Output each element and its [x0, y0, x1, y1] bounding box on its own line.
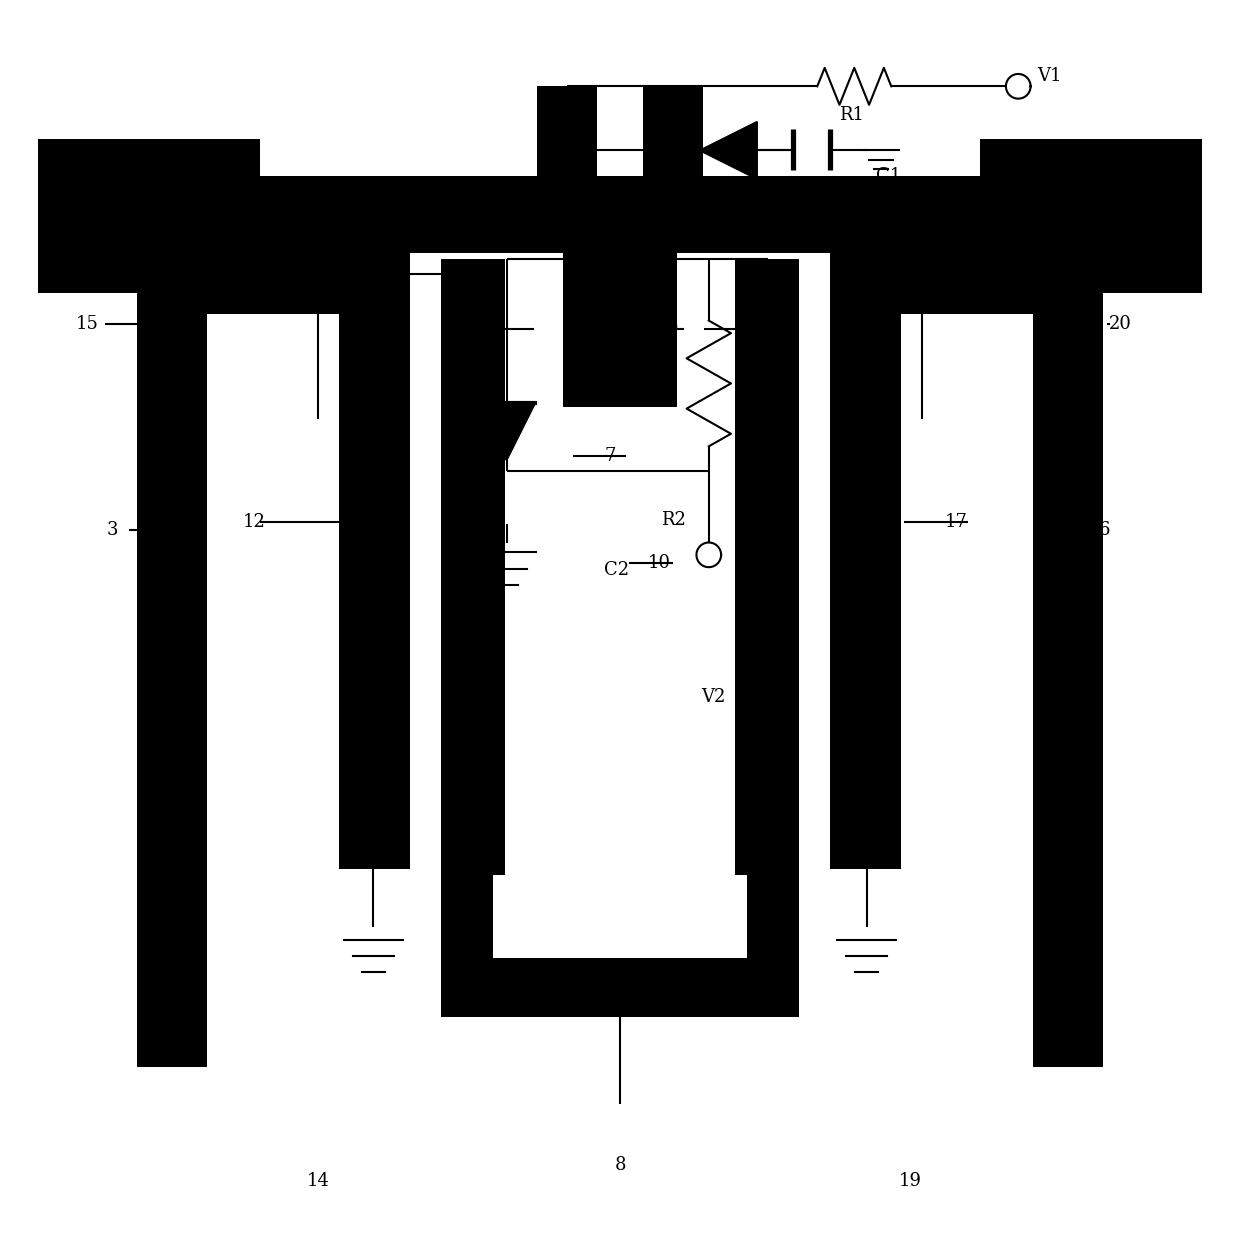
Text: 2: 2 — [346, 217, 357, 234]
Bar — [441, 475, 494, 1017]
Text: 12: 12 — [242, 513, 265, 530]
Text: 1: 1 — [513, 217, 525, 234]
Text: 16: 16 — [733, 321, 756, 338]
Text: C2: C2 — [604, 561, 629, 578]
Text: 19: 19 — [898, 1173, 921, 1190]
Polygon shape — [701, 122, 756, 179]
Text: 7: 7 — [604, 448, 616, 465]
Text: 6: 6 — [1099, 522, 1110, 539]
Bar — [136, 243, 410, 314]
Bar — [830, 243, 1104, 314]
Bar — [38, 139, 260, 293]
Bar — [746, 475, 799, 1017]
Text: 9: 9 — [667, 321, 678, 338]
Text: C1: C1 — [877, 168, 901, 185]
Bar — [136, 176, 1104, 253]
Text: 5: 5 — [733, 217, 744, 234]
Bar — [830, 243, 901, 869]
Text: 3: 3 — [107, 522, 118, 539]
Text: 14: 14 — [306, 1173, 330, 1190]
Bar — [339, 243, 410, 869]
Bar — [644, 86, 703, 253]
Bar — [734, 259, 799, 875]
Text: 11: 11 — [453, 321, 476, 338]
Text: V2: V2 — [702, 688, 725, 705]
Text: V1: V1 — [1037, 68, 1061, 85]
Text: R2: R2 — [661, 512, 686, 529]
Text: 13: 13 — [366, 265, 388, 282]
Text: 18: 18 — [761, 265, 785, 282]
Text: 4: 4 — [661, 217, 672, 234]
Text: 15: 15 — [76, 316, 99, 333]
Bar — [1033, 277, 1104, 1067]
Text: 20: 20 — [1109, 316, 1132, 333]
Text: 8: 8 — [614, 1157, 626, 1174]
Text: 17: 17 — [945, 513, 968, 530]
Bar — [563, 253, 677, 407]
Bar — [537, 86, 596, 253]
Bar — [441, 259, 506, 875]
Text: R1: R1 — [839, 106, 864, 123]
Text: 10: 10 — [649, 555, 671, 572]
Bar — [136, 277, 207, 1067]
Polygon shape — [479, 403, 534, 460]
Bar — [980, 139, 1202, 293]
Bar — [441, 958, 799, 1017]
